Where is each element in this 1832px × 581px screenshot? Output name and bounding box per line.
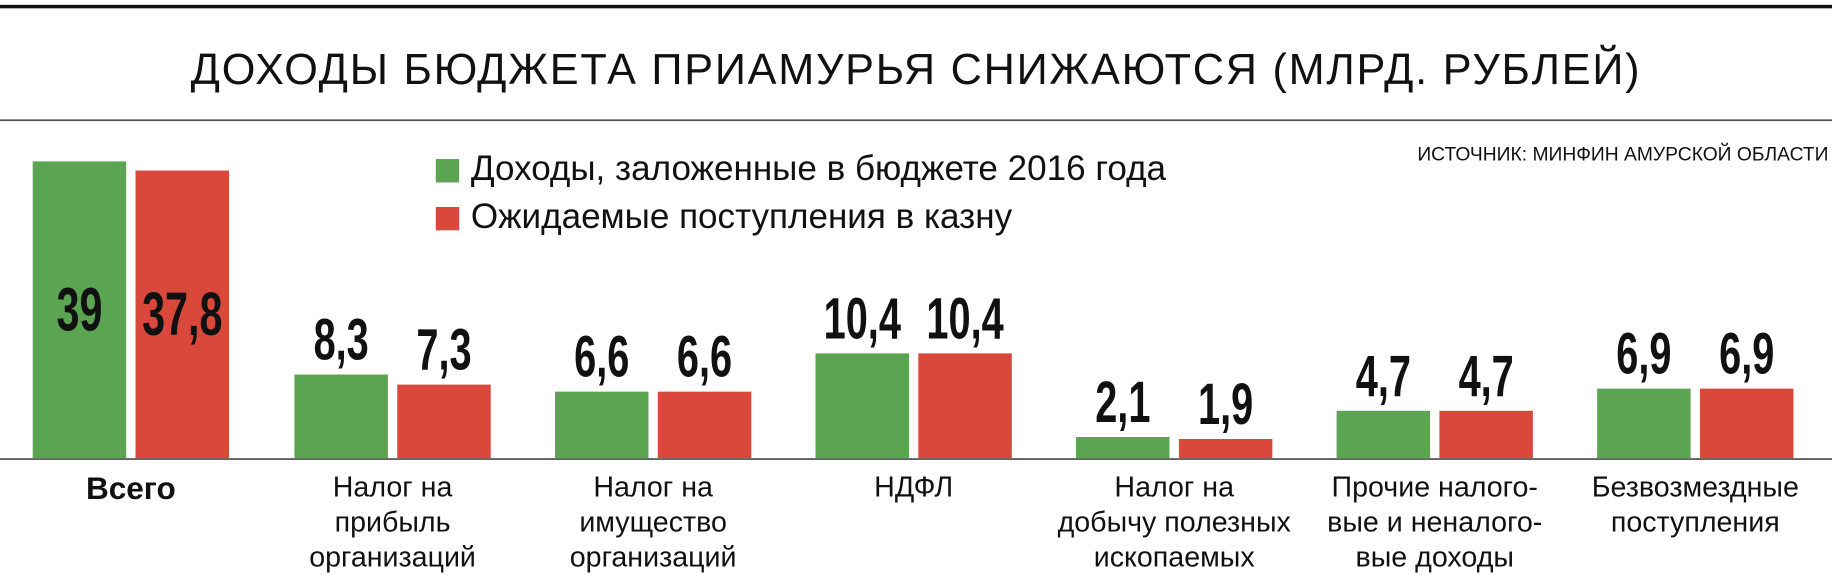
source: ИСТОЧНИК: МИНФИН АМУРСКОЙ ОБЛАСТИ [1417,144,1828,166]
value-label-group: 7,3 [416,317,471,382]
value-label-group: 39 [56,277,102,345]
category-label: Всего [86,470,176,506]
category-line: Налог на [593,471,713,503]
value-label: 4,7 [1459,343,1514,408]
value-label-group: 6,6 [677,324,732,389]
category-line: Налог на [1114,471,1234,503]
value-label-group: 1,9 [1198,371,1253,436]
value-label: 4,7 [1356,343,1411,408]
baseline [0,458,1832,460]
value-label: 10,4 [824,286,901,351]
category-line: вые и неналого- [1327,506,1542,538]
category-line: НДФЛ [874,471,953,503]
category-line: Всего [86,470,176,506]
bar [294,374,388,459]
category-label: Налог на добычу полезных ископаемых [1058,471,1291,573]
value-label: 6,6 [574,324,629,389]
legend-label: Доходы, заложенные в бюджете 2016 года [471,149,1167,188]
value-label-group: 10,4 [926,286,1003,351]
value-label-group: 10,4 [824,286,901,351]
category-label: НДФЛ [874,471,953,503]
value-label-group: 6,9 [1616,321,1671,386]
title-rule [0,119,1832,122]
category-line: Налог на [333,471,453,503]
bar [1699,388,1794,459]
value-label-group: 6,9 [1719,321,1774,386]
category-label: Прочие налого-вые и неналого-вые доходы [1327,471,1542,573]
value-label: 37,8 [142,281,222,349]
value-label: 6,6 [677,324,732,389]
bar [1076,436,1170,459]
category-line: Прочие налого- [1332,471,1538,503]
value-label-group: 6,6 [574,324,629,389]
value-label-group: 4,7 [1356,343,1411,408]
category-line: добычу полезных [1058,506,1291,538]
value-label: 10,4 [926,286,1003,351]
bar [397,384,491,459]
bar [135,170,229,459]
category-line: ископаемых [1094,541,1255,573]
bar [657,391,752,459]
category-line: организаций [309,541,476,573]
chart-title: ДОХОДЫ БЮДЖЕТА ПРИАМУРЬЯ СНИЖАЮТСЯ (МЛРД… [191,45,1642,94]
bar [1439,410,1533,459]
category-label: Налог на имущество организаций [570,471,737,573]
value-label: 1,9 [1198,371,1253,436]
value-label: 7,3 [416,317,471,382]
category-line: прибыль [335,506,451,538]
category-label: Налог на прибыль организаций [309,471,476,573]
value-label: 39 [56,277,102,345]
legend-label: Ожидаемые поступления в казну [471,197,1013,236]
bar [554,391,649,459]
legend-swatch [435,159,460,183]
bar [1178,439,1273,459]
bar [1597,388,1691,459]
value-label: 6,9 [1616,321,1671,386]
value-label-group: 8,3 [314,307,369,372]
value-label-group: 4,7 [1459,343,1514,408]
category-label: Безвозмездные поступления [1592,471,1799,538]
value-label-group: 37,8 [142,281,222,349]
value-label: 6,9 [1719,321,1774,386]
value-label: 2,1 [1095,369,1150,434]
legend-swatch [435,206,460,231]
bar [815,353,909,459]
value-label-group: 2,1 [1095,369,1150,434]
top-rule [0,4,1832,9]
bar [32,161,127,459]
category-line: вые доходы [1356,541,1514,573]
bar [918,353,1012,459]
bar [1336,410,1431,459]
value-label: 8,3 [314,307,369,372]
category-line: поступления [1611,506,1780,538]
category-line: имущество [579,506,727,538]
category-line: организаций [570,541,737,573]
category-line: Безвозмездные [1592,471,1799,503]
